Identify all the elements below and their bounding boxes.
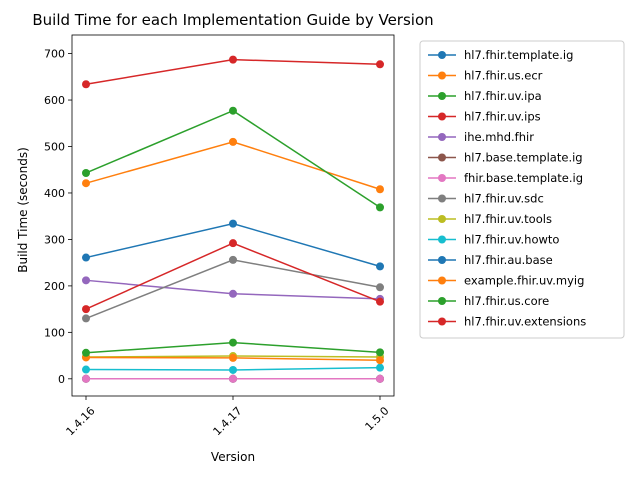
data-point: [229, 289, 237, 298]
y-tick-label: 700: [44, 48, 65, 61]
legend-marker: [438, 297, 446, 305]
y-axis-label: Build Time (seconds): [16, 147, 30, 273]
data-point: [229, 219, 237, 228]
legend-label: hl7.fhir.uv.extensions: [464, 315, 586, 329]
data-point: [229, 55, 237, 64]
chart-title: Build Time for each Implementation Guide…: [32, 11, 433, 29]
data-point: [376, 363, 384, 372]
legend-marker: [438, 317, 446, 326]
data-point: [82, 80, 90, 89]
data-point: [376, 283, 384, 292]
data-point: [229, 338, 237, 347]
series-line: [85, 141, 381, 190]
y-tick-label: 100: [44, 326, 65, 339]
y-tick-label: 0: [58, 373, 65, 386]
plot-area: 0 100 200 300 400 500 600 700 1.4.16 1.4.17 1.5.0: [44, 34, 395, 438]
legend-marker: [438, 133, 446, 141]
legend-label: fhir.base.template.ig: [464, 171, 583, 185]
legend-label: hl7.fhir.us.core: [464, 294, 549, 308]
data-point: [376, 348, 384, 357]
legend-label: hl7.fhir.uv.ipa: [464, 89, 542, 103]
legend-marker: [438, 153, 446, 162]
x-tick-label: 1.5.0: [363, 404, 392, 433]
x-axis-label: Version: [211, 450, 255, 464]
x-tick-label: 1.4.16: [64, 404, 98, 438]
legend-label: hl7.base.template.ig: [464, 151, 583, 165]
data-point: [82, 374, 90, 383]
legend-label: hl7.fhir.uv.ips: [464, 110, 541, 124]
legend-box: [419, 40, 625, 339]
y-tick-label: 200: [44, 280, 65, 293]
legend-marker: [438, 235, 446, 244]
y-tick-label: 500: [44, 141, 65, 154]
legend: hl7.fhir.template.ig hl7.fhir.us.ecr hl7.f…: [419, 40, 625, 339]
legend-marker: [438, 276, 446, 285]
legend-marker: [438, 256, 446, 264]
legend-marker: [438, 51, 446, 59]
data-point: [229, 255, 237, 264]
legend-label: example.fhir.uv.myig: [464, 274, 584, 288]
series-line: [85, 109, 381, 208]
data-point: [82, 305, 90, 314]
data-point: [82, 348, 90, 357]
legend-label: hl7.fhir.uv.sdc: [464, 192, 544, 206]
data-point: [229, 106, 237, 115]
data-point: [229, 365, 237, 374]
data-point: [229, 374, 237, 383]
legend-label: hl7.fhir.us.ecr: [464, 69, 543, 83]
y-tick-label: 400: [44, 187, 65, 200]
legend-marker: [438, 194, 446, 203]
legend-label: hl7.fhir.template.ig: [464, 48, 573, 62]
data-point: [82, 179, 90, 188]
data-point: [376, 203, 384, 212]
data-point: [376, 60, 384, 69]
data-point: [229, 353, 237, 362]
legend-label: hl7.fhir.uv.tools: [464, 212, 552, 226]
legend-marker: [438, 92, 446, 100]
data-point: [376, 374, 384, 383]
data-point: [82, 276, 90, 285]
legend-marker: [438, 71, 446, 80]
data-point: [82, 168, 90, 177]
data-point: [229, 137, 237, 146]
data-point: [82, 365, 90, 374]
data-point: [82, 253, 90, 262]
legend-label: hl7.fhir.au.base: [464, 253, 553, 267]
data-point: [82, 314, 90, 323]
legend-marker: [438, 215, 446, 223]
data-point: [376, 297, 384, 306]
legend-label: hl7.fhir.uv.howto: [464, 233, 559, 247]
legend-marker: [438, 112, 446, 121]
data-point: [376, 356, 384, 365]
y-tick-label: 600: [44, 94, 65, 107]
data-point: [376, 185, 384, 194]
data-point: [376, 262, 384, 271]
x-tick-label: 1.4.17: [211, 404, 245, 438]
legend-label: ihe.mhd.fhir: [464, 130, 534, 144]
data-point: [229, 239, 237, 248]
legend-marker: [438, 174, 446, 182]
y-tick-label: 300: [44, 233, 65, 246]
